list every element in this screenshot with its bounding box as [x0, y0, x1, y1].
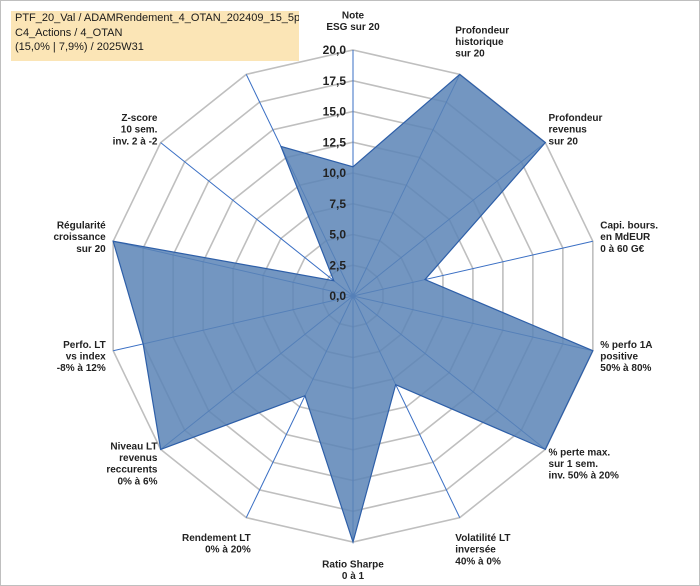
axis-label-line: inversée [455, 545, 496, 556]
axis-label-line: Rendement LT [182, 533, 251, 544]
axis-label: Profondeur historique sur 20 [455, 25, 509, 59]
axis-label-line: Profondeur [549, 113, 603, 124]
chart-title-box: PTF_20_Val / ADAMRendement_4_OTAN_202409… [11, 11, 299, 61]
axis-label: Z-score 10 sem. inv. 2 à -2 [113, 113, 158, 147]
tick-label: 20,0 [323, 43, 347, 57]
axis-label-line: % perfo 1A [600, 340, 652, 351]
title-line-2: C4_Actions / 4_OTAN [15, 26, 123, 39]
tick-label: 17,5 [323, 74, 347, 88]
radar-tick-labels: 0,0 2,5 5,0 7,5 10,0 12,5 15,0 17,5 20,0 [323, 43, 347, 303]
axis-label-line: sur 20 [455, 49, 485, 60]
axis-label: Perfo. LT vs index -8% à 12% [57, 340, 106, 374]
radar-series [112, 73, 594, 545]
axis-label-line: ESG sur 20 [326, 22, 380, 33]
axis-label-line: historique [455, 37, 504, 48]
axis-label-line: sur 20 [76, 244, 106, 255]
axis-label: Rendement LT 0% à 20% [182, 533, 251, 556]
tick-label: 2,5 [329, 258, 346, 272]
tick-label: 5,0 [329, 228, 346, 242]
axis-label: Profondeur revenus sur 20 [549, 113, 603, 147]
axis-label-line: 0 à 1 [342, 571, 365, 582]
axis-label-line: revenus [119, 453, 158, 464]
axis-label-line: Niveau LT [110, 441, 157, 452]
axis-label-line: Note [342, 10, 365, 21]
axis-label-line: % perte max. [549, 447, 611, 458]
tick-label: 12,5 [323, 135, 347, 149]
axis-label: Niveau LT revenus reccurents 0% à 6% [106, 441, 158, 487]
axis-label-line: Perfo. LT [63, 340, 106, 351]
axis-label-line: inv. 50% à 20% [549, 470, 620, 481]
axis-label-line: Ratio Sharpe [322, 560, 384, 571]
axis-label-line: 10 sem. [121, 125, 158, 136]
axis-label: Capi. bours. en MdEUR 0 à 60 G€ [600, 221, 658, 255]
axis-label-line: 40% à 0% [455, 556, 501, 567]
axis-label-line: inv. 2 à -2 [113, 136, 158, 147]
axis-label-line: sur 20 [549, 136, 579, 147]
axis-label: Volatilité LT inversée 40% à 0% [455, 533, 510, 567]
axis-label-line: croissance [53, 232, 106, 243]
axis-label-line: 0% à 20% [205, 545, 251, 556]
axis-label: % perte max. sur 1 sem. inv. 50% à 20% [549, 447, 620, 481]
tick-label: 0,0 [329, 289, 346, 303]
tick-label: 7,5 [329, 197, 346, 211]
axis-label: Régularité croissance sur 20 [53, 221, 106, 255]
axis-label-line: 0 à 60 G€ [600, 244, 644, 255]
axis-label: Note ESG sur 20 [326, 10, 380, 33]
title-line-1: PTF_20_Val / ADAMRendement_4_OTAN_202409… [15, 12, 299, 24]
tick-label: 15,0 [323, 105, 347, 119]
axis-label-line: vs index [66, 351, 106, 362]
axis-label-line: Profondeur [455, 25, 509, 36]
axis-label-line: Volatilité LT [455, 533, 510, 544]
axis-label-line: Capi. bours. [600, 221, 658, 232]
axis-label-line: positive [600, 351, 638, 362]
axis-label-line: -8% à 12% [57, 363, 106, 374]
axis-label-line: Z-score [121, 113, 158, 124]
axis-label-line: revenus [549, 125, 588, 136]
axis-label-line: Régularité [57, 221, 106, 232]
axis-label-line: sur 1 sem. [549, 459, 599, 470]
axis-label-line: 0% à 6% [117, 476, 157, 487]
axis-label: % perfo 1A positive 50% à 80% [600, 340, 652, 374]
axis-label-line: 50% à 80% [600, 363, 651, 374]
axis-label-line: reccurents [106, 465, 158, 476]
axis-spoke [160, 142, 354, 297]
axis-label: Ratio Sharpe 0 à 1 [322, 560, 384, 583]
title-line-3: (15,0% | 7,9%) / 2025W31 [15, 41, 144, 53]
tick-label: 10,0 [323, 166, 347, 180]
axis-label-line: en MdEUR [600, 232, 651, 243]
